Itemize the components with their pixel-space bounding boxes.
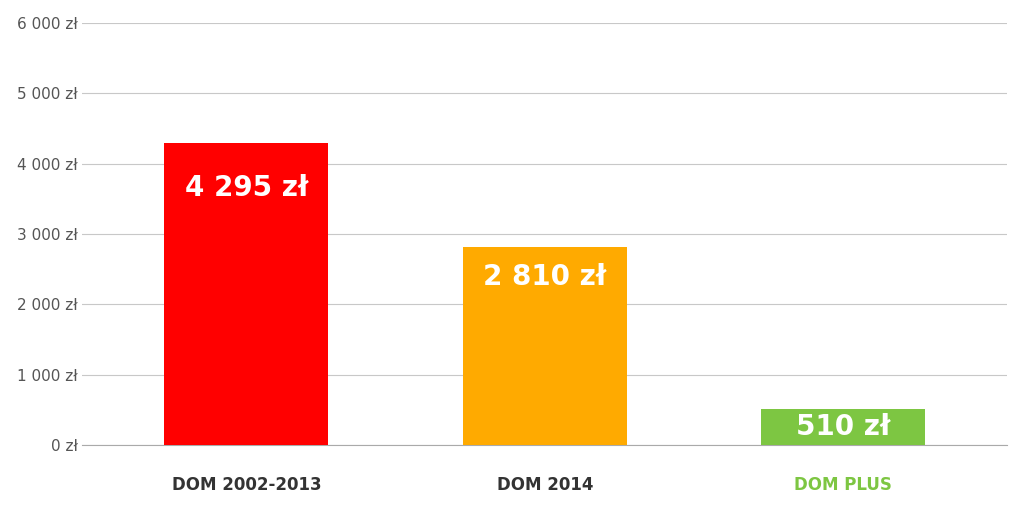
Text: DOM 2014: DOM 2014 — [497, 476, 593, 494]
Bar — [463, 247, 627, 445]
Bar — [164, 143, 329, 445]
Text: 2 810 zł: 2 810 zł — [483, 263, 606, 291]
Text: 510 zł: 510 zł — [796, 413, 891, 441]
Bar — [761, 410, 926, 445]
Text: 4 295 zł: 4 295 zł — [184, 174, 308, 202]
Text: DOM 2002-2013: DOM 2002-2013 — [172, 476, 322, 494]
Text: DOM PLUS: DOM PLUS — [795, 476, 892, 494]
